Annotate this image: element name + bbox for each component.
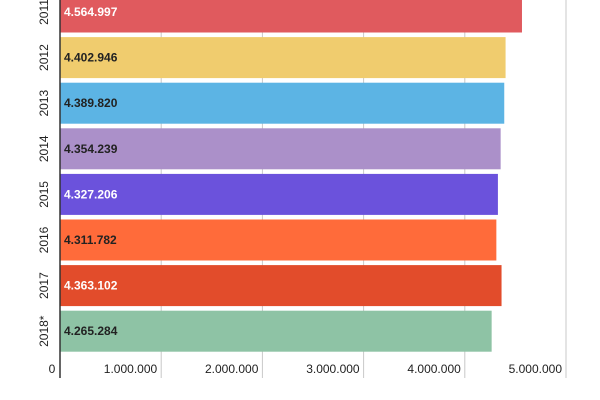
bar-2011 bbox=[60, 0, 522, 33]
x-tick-label: 3.000.000 bbox=[306, 362, 360, 376]
x-tick-label: 1.000.000 bbox=[104, 362, 158, 376]
data-label: 4.327.206 bbox=[64, 187, 118, 201]
bar-2016 bbox=[60, 219, 497, 261]
axes: 0 1.000.000 2.000.000 3.000.000 4.000.000 5.0… bbox=[37, 0, 562, 378]
data-label: 4.564.997 bbox=[64, 5, 118, 19]
y-category-label: 2015 bbox=[37, 181, 51, 208]
y-category-label: 2014 bbox=[37, 135, 51, 162]
y-category-label: 2013 bbox=[37, 90, 51, 117]
data-label: 4.389.820 bbox=[64, 96, 118, 110]
y-category-label: 2011 bbox=[37, 0, 51, 25]
data-label: 4.402.946 bbox=[64, 51, 118, 65]
x-tick-label: 2.000.000 bbox=[205, 362, 259, 376]
bar-2017 bbox=[60, 265, 502, 307]
data-label: 4.265.284 bbox=[64, 324, 118, 338]
bar-2015 bbox=[60, 173, 498, 215]
data-label: 4.311.782 bbox=[64, 233, 117, 247]
x-tick-label: 0 bbox=[49, 362, 56, 376]
data-label: 4.363.102 bbox=[64, 279, 118, 293]
bars: 4.564.997 4.402.946 4.389.820 4.354.239 4.32… bbox=[60, 0, 522, 352]
y-category-label: 2016 bbox=[37, 226, 51, 253]
bar-2013 bbox=[60, 82, 505, 124]
bar-2018-star bbox=[60, 310, 492, 352]
y-category-label: 2017 bbox=[37, 272, 51, 299]
y-category-label: 2018* bbox=[37, 315, 51, 347]
x-tick-label: 4.000.000 bbox=[407, 362, 461, 376]
data-label: 4.354.239 bbox=[64, 142, 118, 156]
bar-2014 bbox=[60, 128, 501, 170]
y-category-label: 2012 bbox=[37, 44, 51, 71]
x-tick-label: 5.000.000 bbox=[509, 362, 563, 376]
bar-2012 bbox=[60, 37, 506, 79]
